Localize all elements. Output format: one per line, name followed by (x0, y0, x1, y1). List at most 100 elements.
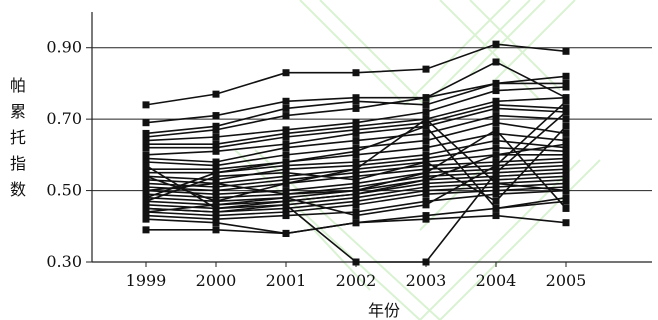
data-point (283, 169, 290, 176)
data-point (283, 151, 290, 158)
x-tick-label: 2005 (546, 271, 587, 290)
y-axis-title-char: 累 (10, 102, 26, 121)
data-point (353, 137, 360, 144)
data-point (493, 126, 500, 133)
data-point (423, 101, 430, 108)
data-point (283, 112, 290, 119)
data-point (143, 187, 150, 194)
data-point (283, 194, 290, 201)
data-point (143, 173, 150, 180)
data-point (423, 216, 430, 223)
data-point (493, 59, 500, 66)
data-point (563, 123, 570, 130)
data-point (353, 259, 360, 266)
data-point (143, 119, 150, 126)
data-point (423, 191, 430, 198)
data-point (423, 109, 430, 116)
data-point (563, 130, 570, 137)
data-point (213, 126, 220, 133)
data-point (353, 201, 360, 208)
data-point (143, 144, 150, 151)
data-point (493, 198, 500, 205)
data-point (353, 148, 360, 155)
data-point (423, 66, 430, 73)
data-point (563, 48, 570, 55)
x-tick-label: 2003 (406, 271, 447, 290)
data-point (563, 98, 570, 105)
data-point (493, 87, 500, 94)
data-point (353, 219, 360, 226)
data-point (423, 130, 430, 137)
data-point (283, 144, 290, 151)
y-tick-labels: 0.30 0.50 0.70 0.90 (46, 38, 82, 271)
data-point (353, 212, 360, 219)
data-point (563, 84, 570, 91)
data-point (423, 259, 430, 266)
y-axis-title-char: 帕 (10, 76, 26, 95)
data-point (423, 159, 430, 166)
y-tick-label: 0.70 (46, 109, 82, 128)
data-point (563, 141, 570, 148)
data-point (213, 173, 220, 180)
data-point (493, 41, 500, 48)
x-tick-label: 2004 (476, 271, 517, 290)
x-tick-label: 1999 (126, 271, 167, 290)
data-point (493, 191, 500, 198)
data-point (563, 116, 570, 123)
data-point (143, 162, 150, 169)
y-axis-title: 帕累托指数 (10, 76, 26, 199)
data-point (423, 144, 430, 151)
data-point (563, 205, 570, 212)
data-point (143, 216, 150, 223)
data-point (213, 91, 220, 98)
data-point (283, 98, 290, 105)
data-point (283, 230, 290, 237)
data-point (353, 105, 360, 112)
x-tick-label: 2001 (266, 271, 307, 290)
data-point (493, 205, 500, 212)
data-point (283, 134, 290, 141)
y-tick-label: 0.50 (46, 181, 82, 200)
data-point (143, 226, 150, 233)
data-point (423, 94, 430, 101)
data-point (563, 109, 570, 116)
data-point (213, 148, 220, 155)
x-tick-label: 2000 (196, 271, 237, 290)
data-point (143, 101, 150, 108)
data-point (353, 166, 360, 173)
y-axis-title-char: 数 (10, 180, 26, 199)
data-point (423, 201, 430, 208)
data-point (213, 201, 220, 208)
y-tick-label: 0.90 (46, 38, 82, 57)
data-point (493, 112, 500, 119)
data-point (423, 169, 430, 176)
x-tick-labels: 1999 2000 2001 2002 2003 2004 2005 (126, 262, 587, 290)
data-point (423, 116, 430, 123)
y-axis-title-char: 指 (10, 154, 26, 173)
data-point (143, 209, 150, 216)
data-point (143, 198, 150, 205)
data-point (423, 123, 430, 130)
data-point (493, 105, 500, 112)
data-point (493, 180, 500, 187)
data-point (213, 219, 220, 226)
data-point (423, 137, 430, 144)
data-point (493, 212, 500, 219)
data-point (213, 112, 220, 119)
data-point (353, 69, 360, 76)
data-point (493, 80, 500, 87)
data-point (493, 119, 500, 126)
series-lines (143, 41, 570, 266)
data-point (283, 212, 290, 219)
data-point (563, 194, 570, 201)
data-point (283, 180, 290, 187)
data-point (283, 105, 290, 112)
data-point (563, 219, 570, 226)
data-point (493, 169, 500, 176)
data-point (493, 151, 500, 158)
data-point (213, 134, 220, 141)
data-point (563, 187, 570, 194)
data-point (353, 98, 360, 105)
data-point (283, 69, 290, 76)
data-point (213, 226, 220, 233)
